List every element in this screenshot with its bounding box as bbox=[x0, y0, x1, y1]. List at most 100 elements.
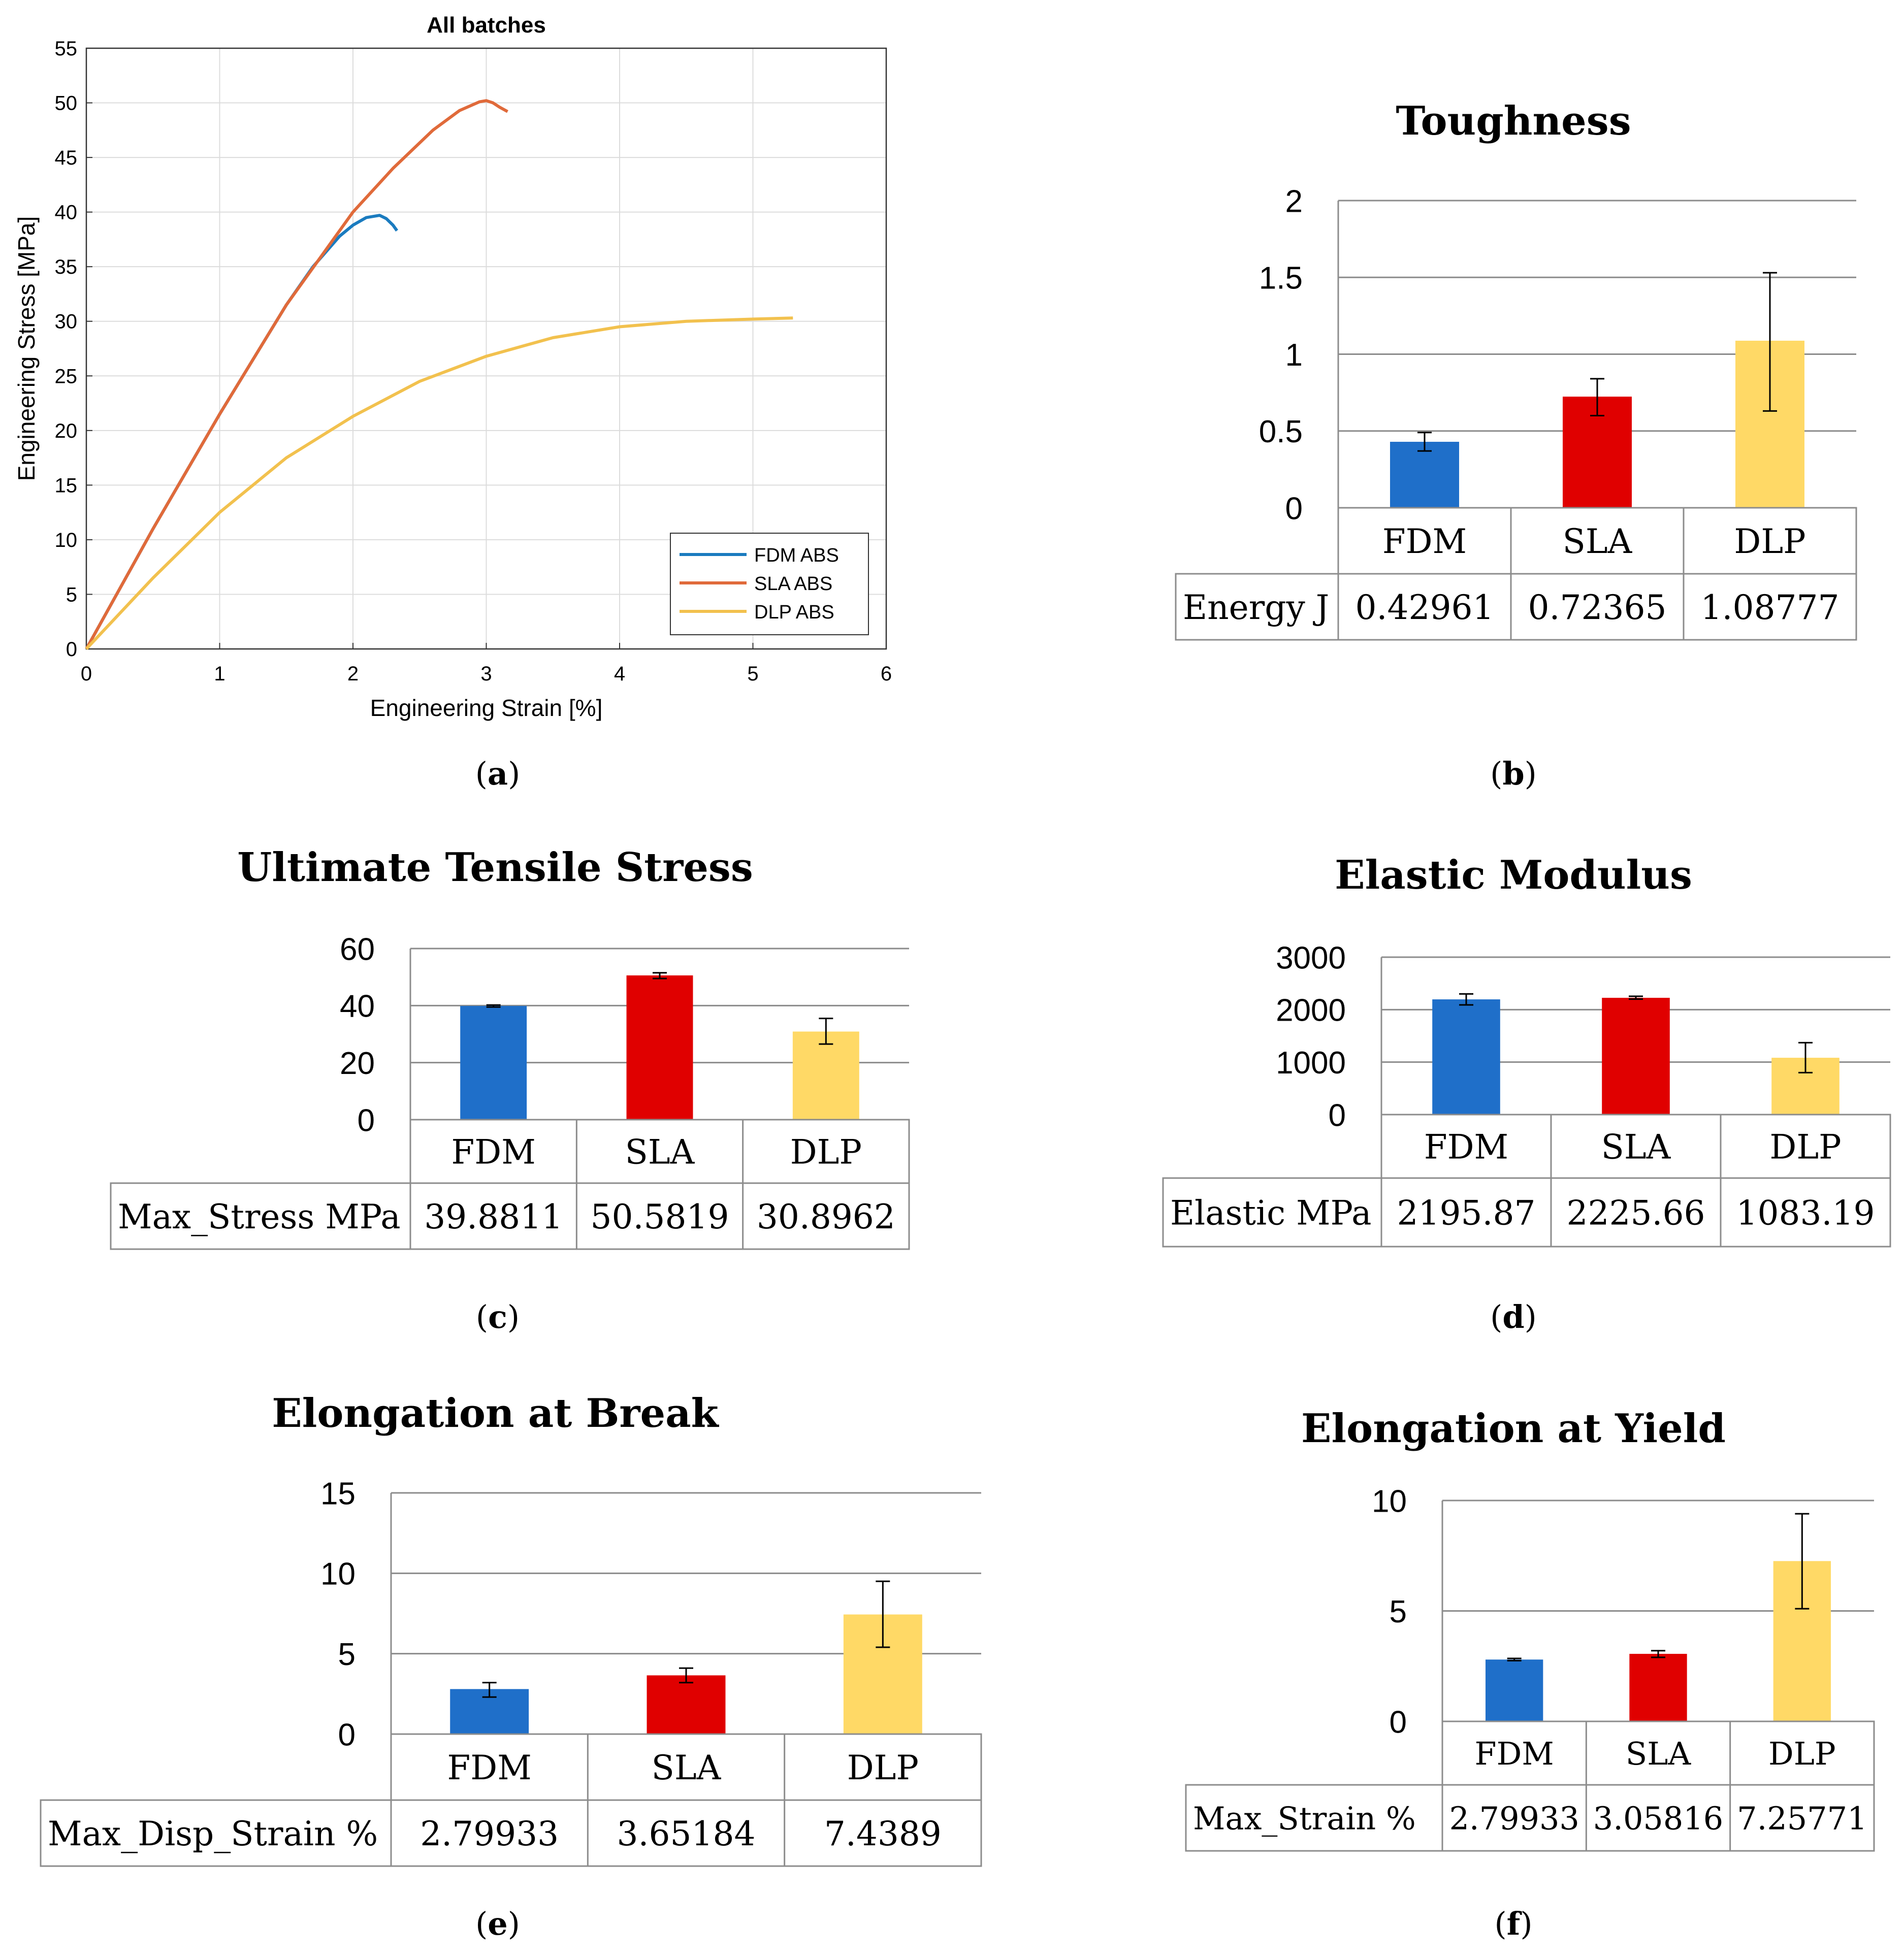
y-tick-label: 40 bbox=[340, 989, 375, 1024]
y-tick-label: 0 bbox=[358, 1103, 375, 1138]
category-label: SLA bbox=[1626, 1735, 1692, 1772]
bar-fdm bbox=[1390, 442, 1459, 508]
y-tick-label: 1000 bbox=[1276, 1046, 1346, 1081]
legend-entry: SLA ABS bbox=[754, 573, 832, 595]
panel-caption: (e) bbox=[475, 1905, 520, 1942]
y-tick-label: 10 bbox=[55, 529, 78, 551]
x-tick-label: 4 bbox=[614, 663, 625, 685]
y-tick-label: 1.5 bbox=[1259, 261, 1303, 296]
category-label: DLP bbox=[1734, 522, 1805, 561]
y-tick-label: 3000 bbox=[1276, 940, 1346, 975]
bar-sla bbox=[1629, 1653, 1687, 1721]
x-tick-label: 6 bbox=[881, 663, 892, 685]
bar-fdm bbox=[460, 1006, 527, 1120]
y-tick-label: 1 bbox=[1285, 338, 1303, 373]
series-line-sla-abs bbox=[85, 99, 508, 650]
category-label: DLP bbox=[1769, 1127, 1841, 1166]
table-value: 0.72365 bbox=[1528, 588, 1667, 627]
caption-letter: a bbox=[488, 755, 508, 792]
caption-letter: b bbox=[1502, 755, 1524, 792]
bar-sla bbox=[626, 975, 693, 1120]
series-line-dlp-abs bbox=[85, 316, 793, 650]
bar-fdm bbox=[1486, 1659, 1543, 1721]
x-tick-label: 5 bbox=[747, 663, 758, 685]
y-tick-label: 2000 bbox=[1276, 993, 1346, 1028]
bar-sla bbox=[647, 1675, 726, 1734]
table-value: 1083.19 bbox=[1736, 1193, 1875, 1232]
y-tick-label: 60 bbox=[340, 932, 375, 967]
chart-title: All batches bbox=[427, 13, 546, 38]
y-tick-label: 2 bbox=[1285, 184, 1303, 219]
y-tick-label: 50 bbox=[55, 92, 78, 115]
table-row-label: Energy J bbox=[1183, 588, 1329, 627]
table-row-label: Max_Strain % bbox=[1193, 1800, 1416, 1837]
plot-frame bbox=[85, 47, 887, 650]
table-value: 1.08777 bbox=[1701, 588, 1840, 627]
panel-caption: (d) bbox=[1490, 1298, 1537, 1335]
table-value: 2.79933 bbox=[1449, 1800, 1579, 1837]
table-value: 2.79933 bbox=[420, 1814, 559, 1853]
table-value: 3.05816 bbox=[1593, 1800, 1723, 1837]
chart-title: Elongation at Yield bbox=[1301, 1406, 1726, 1452]
table-value: 30.8962 bbox=[757, 1197, 895, 1236]
bar-sla bbox=[1602, 998, 1670, 1115]
y-axis-label: Engineering Stress [MPa] bbox=[13, 216, 40, 481]
y-tick-label: 5 bbox=[66, 583, 77, 606]
chart-title: Ultimate Tensile Stress bbox=[237, 844, 753, 891]
y-tick-label: 55 bbox=[55, 38, 78, 60]
panel-caption: (b) bbox=[1490, 755, 1537, 792]
panel-caption: (a) bbox=[475, 755, 521, 792]
y-tick-label: 0 bbox=[338, 1717, 356, 1752]
bar-chart-panel-d: 0 1000 2000 3000 FDM 2195.87 SLA 2225.66 DLP 1083… bbox=[1162, 852, 1891, 1248]
y-tick-label: 0 bbox=[1390, 1705, 1407, 1740]
table-value: 2195.87 bbox=[1397, 1193, 1536, 1232]
y-tick-label: 0 bbox=[1285, 491, 1303, 526]
value-row bbox=[1175, 573, 1857, 641]
table-value: 2225.66 bbox=[1567, 1193, 1705, 1232]
table-row-label: Max_Disp_Strain % bbox=[48, 1814, 378, 1853]
caption-letter: f bbox=[1507, 1905, 1522, 1942]
category-label: FDM bbox=[447, 1748, 532, 1787]
table-row-label: Elastic MPa bbox=[1170, 1193, 1371, 1232]
x-tick-label: 0 bbox=[81, 663, 92, 685]
panel-caption: (c) bbox=[476, 1298, 520, 1335]
x-tick-label: 1 bbox=[214, 663, 225, 685]
y-tick-label: 10 bbox=[1372, 1484, 1407, 1519]
y-tick-label: 35 bbox=[55, 256, 78, 278]
y-tick-label: 20 bbox=[55, 420, 78, 442]
y-tick-label: 30 bbox=[55, 311, 78, 333]
y-tick-label: 15 bbox=[320, 1476, 356, 1511]
legend-entry: DLP ABS bbox=[754, 602, 834, 623]
x-tick-label: 2 bbox=[347, 663, 359, 685]
y-tick-label: 40 bbox=[55, 202, 78, 224]
chart-title: Elongation at Break bbox=[272, 1390, 719, 1437]
bar-dlp bbox=[792, 1031, 859, 1120]
table-value: 7.25771 bbox=[1737, 1800, 1867, 1837]
bar-chart-panel-c: 0 20 40 60 FDM 39.8811 SLA 50.5819 DLP 30.8962 Max… bbox=[110, 844, 910, 1250]
y-tick-label: 45 bbox=[55, 147, 78, 169]
category-label: SLA bbox=[625, 1132, 695, 1171]
caption-letter: c bbox=[488, 1298, 507, 1335]
category-label: FDM bbox=[1382, 522, 1467, 561]
bar-fdm bbox=[1432, 999, 1500, 1115]
y-tick-label: 5 bbox=[1390, 1594, 1407, 1629]
category-label: SLA bbox=[652, 1748, 722, 1787]
category-label: FDM bbox=[1475, 1735, 1554, 1772]
chart-title: Toughness bbox=[1396, 98, 1631, 144]
y-tick-label: 0.5 bbox=[1259, 414, 1303, 449]
y-tick-label: 15 bbox=[55, 474, 78, 497]
table-row-label: Max_Stress MPa bbox=[118, 1197, 401, 1236]
value-row bbox=[1185, 1784, 1875, 1852]
y-tick-label: 10 bbox=[320, 1557, 356, 1592]
y-tick-label: 20 bbox=[340, 1046, 375, 1081]
y-tick-label: 0 bbox=[1329, 1098, 1346, 1133]
bar-chart-panel-b: 0 0.5 1 1.5 2 FDM 0.42961 SLA 0.72365 DLP 1.08777 E… bbox=[1175, 98, 1857, 641]
chart-title: Elastic Modulus bbox=[1335, 852, 1692, 898]
category-label: DLP bbox=[1768, 1735, 1836, 1772]
value-row bbox=[110, 1182, 910, 1250]
bar-chart-panel-e: 0 5 10 15 FDM 2.79933 SLA 3.65184 DLP 7.4389 Max_D… bbox=[40, 1390, 982, 1867]
category-label: FDM bbox=[451, 1132, 536, 1171]
category-label: DLP bbox=[790, 1132, 862, 1171]
